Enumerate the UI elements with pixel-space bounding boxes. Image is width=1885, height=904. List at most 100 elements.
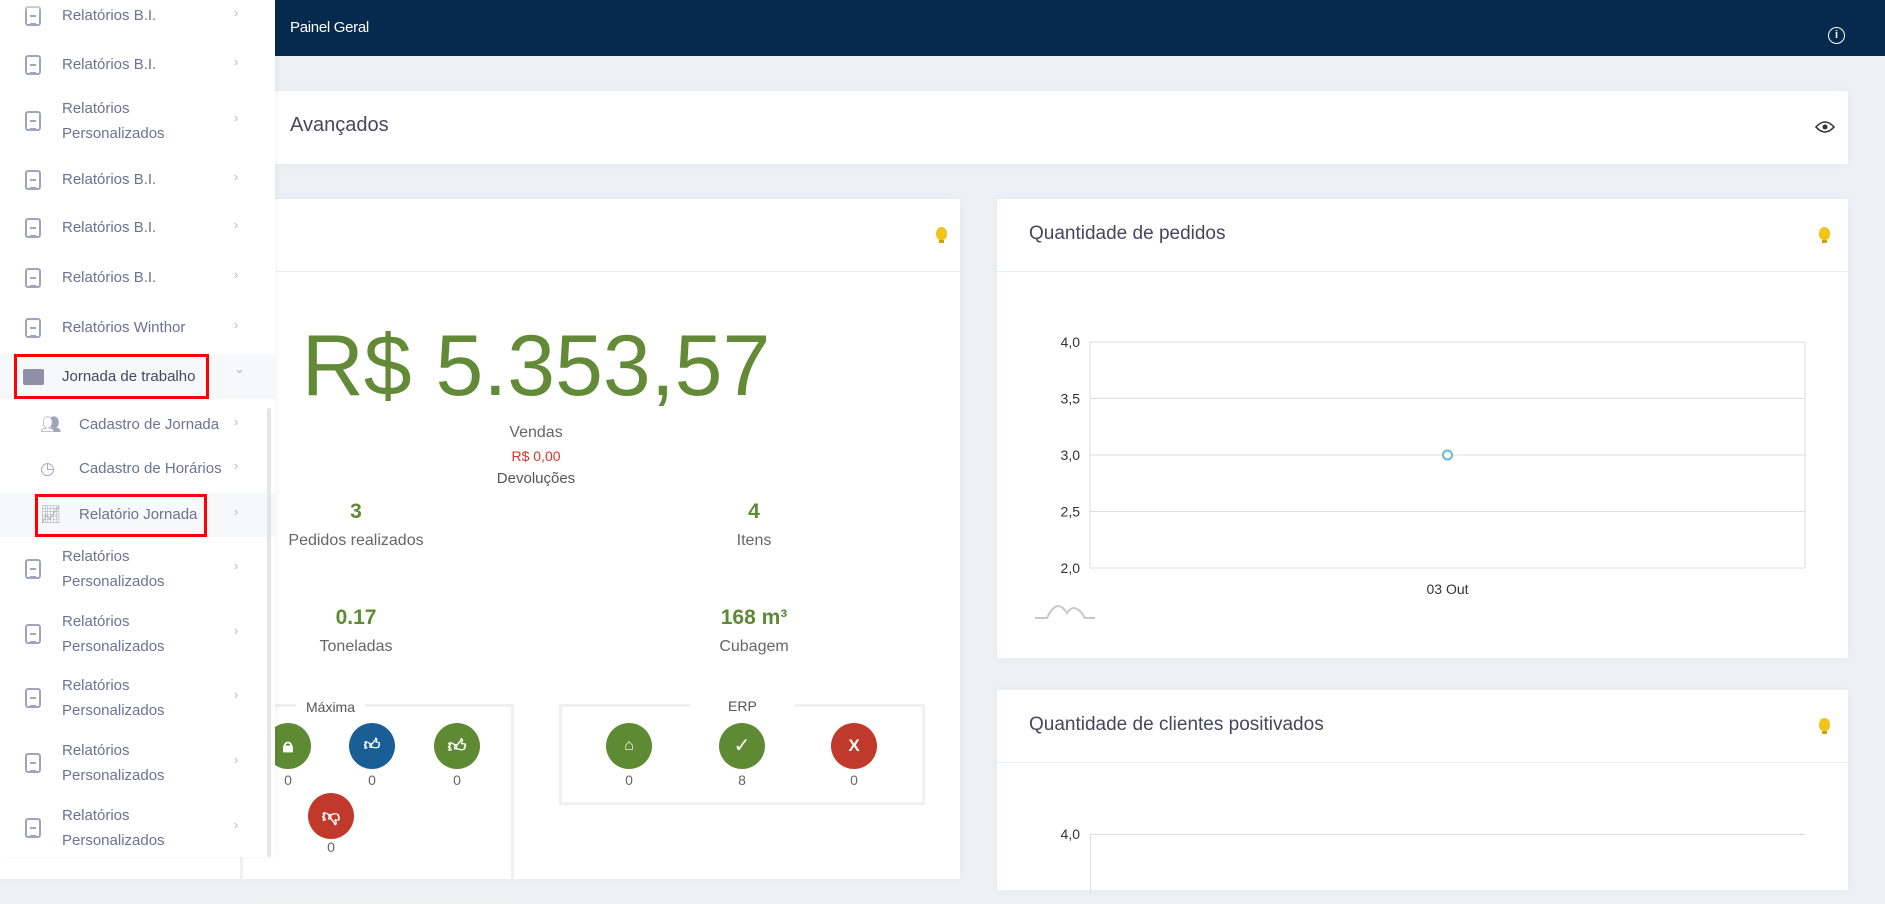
data-point [1442,449,1453,461]
volume-label: Cubagem [719,638,789,655]
lightbulb-icon[interactable] [1819,227,1830,243]
sidebar-item[interactable]: Relatórios Winthor › [0,306,275,350]
axis-line [1090,834,1091,894]
lightbulb-icon[interactable] [936,227,947,243]
sidebar-item-label: Relatórios Personalizados [62,677,165,719]
y-tick-label: 3,5 [1061,391,1081,407]
sidebar-item-label: Relatórios B.I. [62,171,157,188]
thumbs-up-icon: 👍︎ [434,723,480,769]
sales-label: Vendas [509,424,563,441]
sidebar-item-label: Relatórios Personalizados [62,548,165,590]
sidebar-item-label: Relatórios Personalizados [62,807,165,849]
y-tick-label: 2,5 [1061,504,1081,520]
amcharts-logo-icon [1035,605,1095,619]
sidebar-scrollbar[interactable] [267,408,271,857]
clients-card-title: Quantidade de clientes positivados [1029,714,1324,735]
clients-card: Quantidade de clientes positivados 4,0 [997,690,1848,894]
y-tick-label: 4,0 [1060,826,1080,842]
sidebar-item[interactable]: Jornada de trabalho ⌄ [0,355,275,399]
sidebar-item[interactable]: Relatórios B.I. › [0,256,275,300]
items-label: Itens [736,532,772,549]
sidebar-item[interactable]: Relatórios Personalizados › [0,99,275,143]
eye-icon[interactable] [1815,120,1835,134]
users-icon: 👥︎ [40,415,62,434]
briefcase-icon [23,369,44,385]
sidebar-item[interactable]: Relatórios Personalizados › [0,547,275,591]
chevron-right-icon: › [234,414,239,429]
document-icon [25,818,41,838]
sidebar-item[interactable]: Relatórios B.I. › [0,206,275,250]
tons-label: Toneladas [319,638,393,655]
document-icon [25,111,41,131]
chevron-down-icon: ⌄ [234,361,245,376]
lightbulb-icon[interactable] [1819,718,1830,734]
document-icon [25,559,41,579]
summary-card: Avançados [0,91,1848,164]
x-icon: X [831,723,877,769]
erp-label: ERP [690,698,795,714]
volume-value: 168 m³ [720,606,788,629]
top-bar: Painel Geral i [0,0,1885,56]
y-tick-label: 3,0 [1061,447,1081,463]
gridline [1090,834,1805,835]
maxima-up-count: 0 [453,772,461,788]
chevron-right-icon: › [234,217,239,232]
maxima-lock-count: 0 [284,772,292,788]
thumbs-up-down-icon: 👍︎ [349,723,395,769]
sidebar-item[interactable]: Relatórios Personalizados › [0,806,275,850]
y-tick-label: 4,0 [1061,334,1081,350]
sidebar-item[interactable]: 👥︎ Cadastro de Jornada › [0,403,275,447]
erp-x-count: 0 [850,772,858,788]
sidebar-item-label: Relatórios Personalizados [62,613,165,655]
warehouse-icon: ⌂ [606,723,652,769]
sidebar-item-label: Relatórios Personalizados [62,100,165,142]
chevron-right-icon: › [234,317,239,332]
sidebar-item-label: Relatórios B.I. [62,269,157,286]
tons-value: 0.17 [335,606,377,629]
sidebar-item-label: Relatórios Winthor [62,319,186,336]
sidebar-item[interactable]: Relatórios B.I. › [0,158,275,202]
maxima-mixed-count: 0 [368,772,376,788]
chevron-right-icon: › [234,752,239,767]
orders-label: Pedidos realizados [288,532,424,549]
thumbs-down-icon: 👎︎ [308,793,354,839]
orders-chart: 4,0 3,5 3,0 2,5 2,0 03 Out [1035,334,1806,619]
sidebar: Relatórios B.I. › Relatórios B.I. › Relatóri… [0,0,275,857]
sidebar-item-label: Cadastro de Jornada [79,416,220,433]
sidebar-item[interactable]: Relatórios Personalizados › [0,741,275,785]
erp-warehouse-count: 0 [625,772,633,788]
sales-total: R$ 5.353,57 [301,318,771,414]
summary-card-title: Avançados [290,114,389,136]
sidebar-item-label: Jornada de trabalho [62,368,196,385]
sidebar-item[interactable]: Relatórios B.I. › [0,43,275,87]
check-icon: ✓ [719,723,765,769]
sidebar-item-label: Relatórios Personalizados [62,742,165,784]
maxima-down-count: 0 [327,839,335,855]
clock-icon: ◷ [40,459,55,478]
orders-card-title: Quantidade de pedidos [1029,223,1226,244]
sidebar-item[interactable]: Relatórios Personalizados › [0,612,275,656]
chevron-right-icon: › [234,623,239,638]
sidebar-item[interactable]: 📈︎ Relatório Jornada › [0,493,275,537]
chevron-right-icon: › [234,817,239,832]
erp-check-count: 8 [738,772,746,788]
y-tick-label: 2,0 [1061,560,1081,576]
page-title: Painel Geral [290,19,369,36]
sidebar-item-label: Relatórios B.I. [62,56,157,73]
chevron-right-icon: › [234,687,239,702]
document-icon [25,55,41,75]
sidebar-item-label: Relatórios B.I. [62,219,157,236]
chart-document-icon [25,318,41,338]
chevron-right-icon: › [234,110,239,125]
sidebar-item-label: Relatório Jornada [79,506,198,523]
document-icon [25,688,41,708]
document-icon [25,624,41,644]
sidebar-item-label: Cadastro de Horários [79,460,222,477]
document-icon [25,268,41,288]
sidebar-item[interactable]: Relatórios Personalizados › [0,676,275,720]
sidebar-item[interactable]: ◷ Cadastro de Horários › [0,447,275,491]
chevron-right-icon: › [234,54,239,69]
chevron-right-icon: › [234,504,239,519]
info-icon[interactable]: i [1828,27,1845,44]
chevron-right-icon: › [234,458,239,473]
